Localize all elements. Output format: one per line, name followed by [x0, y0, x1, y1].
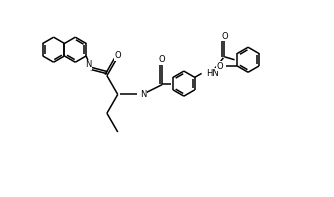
- Text: N: N: [140, 90, 147, 99]
- Text: HN: HN: [206, 69, 219, 78]
- Text: O: O: [159, 55, 165, 64]
- Text: O: O: [115, 51, 121, 60]
- Text: O: O: [221, 32, 228, 41]
- Text: N: N: [85, 60, 91, 69]
- Text: O: O: [217, 61, 223, 71]
